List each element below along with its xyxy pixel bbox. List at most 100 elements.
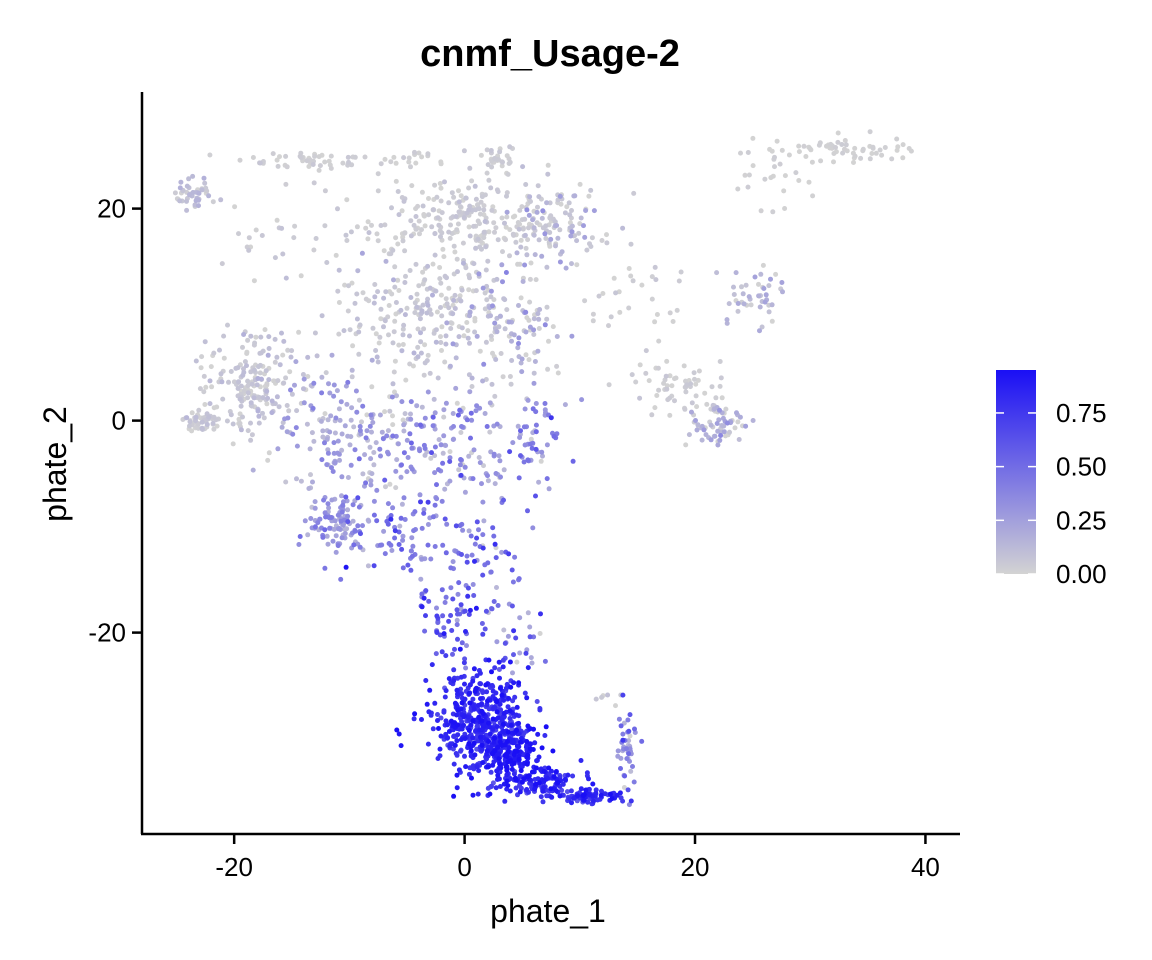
data-point [599, 238, 605, 243]
data-point [365, 219, 371, 225]
data-point [199, 419, 205, 425]
data-point [339, 474, 345, 480]
data-point [336, 267, 342, 273]
data-point [394, 727, 400, 733]
data-point [420, 269, 426, 275]
data-point [518, 428, 523, 434]
data-point [681, 363, 687, 369]
data-point [741, 301, 747, 307]
data-point [279, 330, 284, 336]
data-point [656, 338, 662, 344]
data-point [373, 331, 379, 337]
data-point [323, 370, 329, 376]
data-point [464, 559, 470, 565]
data-point [225, 322, 230, 328]
data-point [540, 208, 546, 214]
data-point [796, 178, 802, 183]
data-point [786, 152, 792, 158]
data-point [322, 188, 328, 194]
data-point [531, 380, 537, 386]
data-point [464, 643, 469, 649]
data-point [489, 783, 494, 789]
data-point [454, 256, 460, 262]
data-point [435, 718, 440, 723]
data-point [187, 419, 193, 425]
data-point [461, 215, 467, 221]
data-point [293, 425, 299, 431]
data-point [631, 190, 637, 196]
data-point [882, 145, 888, 150]
data-point [218, 197, 224, 203]
data-point [411, 350, 417, 356]
data-point [434, 605, 439, 611]
data-point [498, 765, 504, 771]
data-point [581, 223, 586, 229]
data-point [391, 329, 397, 335]
data-point [497, 733, 503, 739]
data-point [534, 209, 540, 215]
data-point [527, 634, 533, 640]
data-point [525, 508, 530, 514]
data-point [201, 389, 207, 395]
data-point [305, 532, 311, 538]
data-point [355, 268, 361, 274]
data-point [327, 525, 333, 531]
data-point [454, 772, 460, 778]
data-point [532, 740, 538, 746]
data-point [501, 697, 507, 703]
data-point [381, 324, 386, 330]
data-point [757, 304, 763, 310]
data-point [392, 284, 398, 290]
data-point [480, 532, 486, 538]
data-point [284, 164, 290, 170]
y-tick-label: 0 [112, 406, 126, 436]
data-point [456, 334, 462, 340]
data-point [496, 667, 502, 672]
data-point [472, 689, 478, 694]
data-point [450, 596, 456, 602]
data-point [452, 700, 458, 706]
data-point [437, 181, 443, 186]
data-point [377, 446, 383, 452]
data-point [472, 752, 478, 758]
data-point [623, 746, 629, 752]
data-point [531, 634, 537, 640]
data-point [439, 324, 445, 330]
data-point [333, 415, 339, 421]
data-point [495, 156, 501, 162]
data-point [248, 420, 253, 426]
data-point [427, 370, 433, 376]
data-point [454, 622, 460, 628]
data-point [266, 450, 272, 456]
data-point [342, 531, 348, 536]
data-point [588, 244, 594, 249]
data-point [424, 310, 430, 316]
data-point [498, 474, 503, 480]
data-point [389, 291, 395, 297]
data-point [580, 792, 586, 798]
data-point [333, 252, 339, 258]
data-point [467, 165, 473, 171]
data-point [485, 162, 491, 168]
data-point [393, 178, 399, 184]
data-point [296, 329, 302, 335]
data-point [448, 222, 453, 228]
data-point [840, 150, 846, 156]
data-point [506, 551, 512, 557]
data-point [345, 379, 351, 385]
data-point [378, 453, 383, 459]
data-point [337, 457, 342, 463]
x-axis-ticks: -20 0 20 40 [215, 834, 940, 882]
data-point [724, 420, 730, 426]
data-point [536, 479, 542, 485]
data-point [566, 200, 572, 206]
data-point [624, 756, 630, 762]
data-point [541, 777, 547, 783]
data-point [515, 345, 521, 351]
data-point [499, 262, 505, 268]
data-point [504, 767, 510, 773]
data-point [189, 428, 195, 434]
data-point [469, 375, 475, 381]
data-point [447, 235, 453, 241]
data-point [319, 457, 325, 463]
